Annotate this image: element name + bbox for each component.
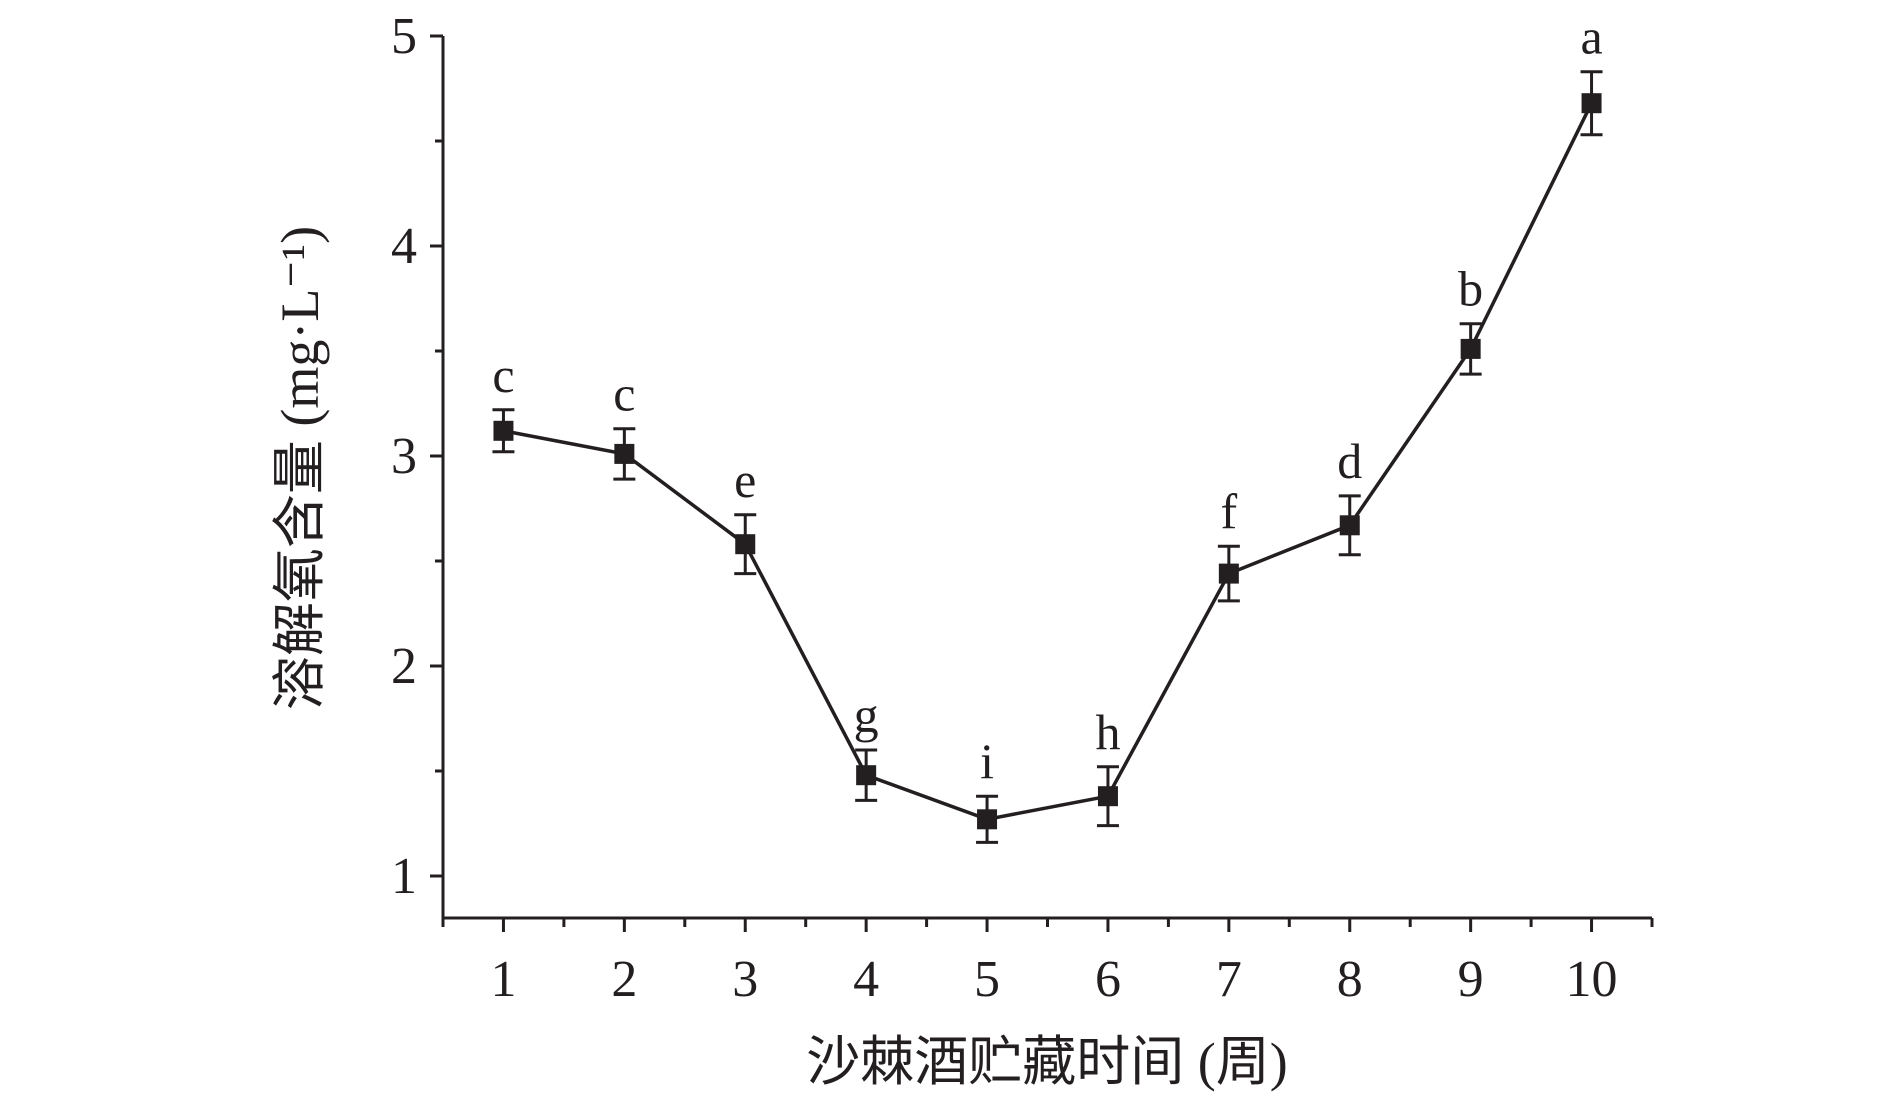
y-tick-label: 5: [391, 8, 417, 65]
x-tick-label: 10: [1566, 951, 1618, 1008]
significance-label: h: [1095, 704, 1120, 760]
y-tick-label: 3: [391, 428, 417, 485]
data-point-marker: [856, 765, 877, 786]
significance-label: d: [1337, 433, 1362, 489]
data-point-marker: [1460, 338, 1481, 359]
ticks: 1 2 3 4 5 1 2 3 4 5 6 7 8 9 10: [391, 8, 1654, 1008]
significance-label: c: [492, 347, 514, 403]
data-point-marker: [735, 534, 756, 555]
x-tick-label: 8: [1337, 951, 1363, 1008]
data-point-marker: [1581, 93, 1602, 114]
significance-label: a: [1580, 9, 1602, 65]
significance-label: g: [854, 687, 879, 743]
y-axis-title: 溶解氧含量 (mg·L⁻¹): [270, 226, 330, 710]
series: c c e g i h f d b a: [492, 9, 1603, 844]
series-line: [503, 102, 1594, 822]
significance-label: f: [1221, 483, 1238, 539]
x-tick-label: 1: [490, 951, 516, 1008]
x-tick-label: 5: [974, 951, 1000, 1008]
data-point-marker: [614, 443, 635, 464]
x-tick-label: 3: [732, 951, 758, 1008]
x-axis-title: 沙棘酒贮藏时间 (周): [806, 1032, 1287, 1092]
significance-label: e: [734, 452, 756, 508]
y-tick-label: 4: [391, 218, 417, 275]
y-tick-label: 1: [391, 848, 417, 905]
x-tick-label: 7: [1216, 951, 1242, 1008]
data-point-marker: [1097, 786, 1118, 807]
significance-label: c: [613, 366, 635, 422]
x-tick-label: 4: [853, 951, 879, 1008]
x-tick-label: 9: [1458, 951, 1484, 1008]
x-tick-label: 6: [1095, 951, 1121, 1008]
significance-label: b: [1458, 261, 1483, 317]
data-point-marker: [1339, 515, 1360, 536]
data-point-marker: [493, 420, 514, 441]
significance-label: i: [980, 733, 994, 789]
data-point-marker: [977, 809, 998, 830]
y-tick-label: 2: [391, 638, 417, 695]
data-point-marker: [1218, 563, 1239, 584]
x-tick-label: 2: [611, 951, 637, 1008]
